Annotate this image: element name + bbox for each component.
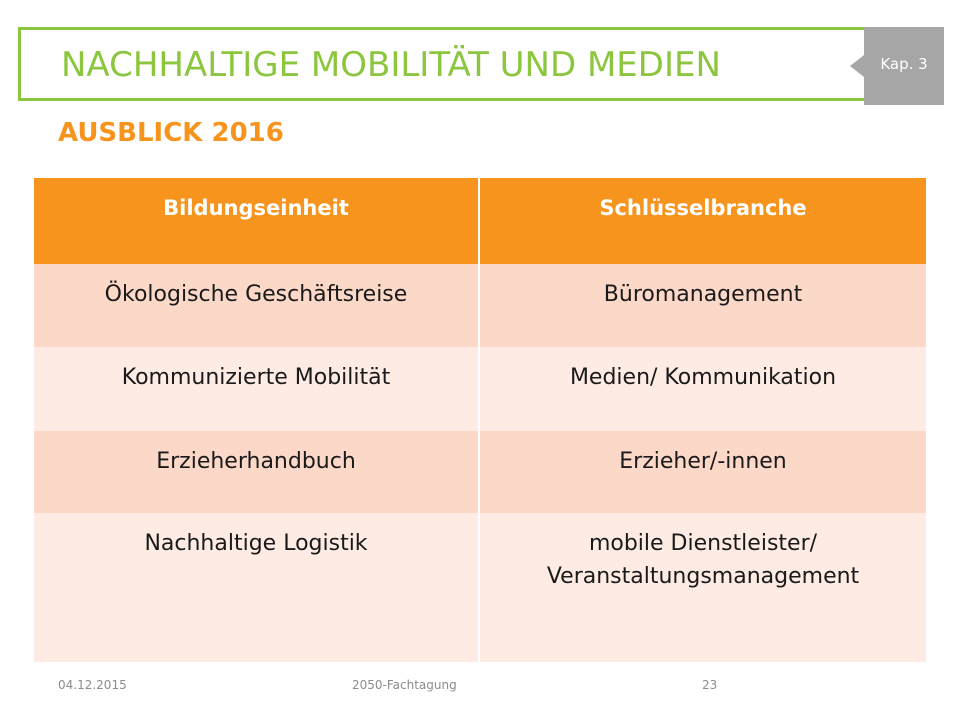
- chapter-tab: Kap. 3: [850, 27, 944, 105]
- table-header-row: Bildungseinheit Schlüsselbranche: [34, 178, 926, 264]
- table-cell-unit: Ökologische Geschäftsreise: [34, 264, 480, 347]
- slide-subtitle: AUSBLICK 2016: [58, 118, 284, 148]
- table-cell-unit: Kommunizierte Mobilität: [34, 347, 480, 431]
- table-row: Ökologische Geschäftsreise Büromanagemen…: [34, 264, 926, 347]
- table-cell-sector: Medien/ Kommunikation: [569, 365, 837, 390]
- table-row: Kommunizierte Mobilität Medien/ Kommunik…: [34, 347, 926, 431]
- chapter-tab-label: Kap. 3: [880, 55, 928, 73]
- units-table: Bildungseinheit Schlüsselbranche Ökologi…: [34, 178, 926, 662]
- table-cell-unit: Nachhaltige Logistik: [34, 513, 480, 662]
- table-cell-sector: Erzieher/-innen: [619, 449, 787, 474]
- table-cell-sector: mobile Dienstleister/ Veranstaltungsmana…: [546, 531, 860, 589]
- footer-page-number: 23: [702, 678, 718, 692]
- header-schluesselbranche: Schlüsselbranche: [599, 196, 807, 220]
- table-cell-sector: Büromanagement: [603, 282, 803, 307]
- header-bildungseinheit: Bildungseinheit: [34, 178, 480, 264]
- footer-date: 04.12.2015: [58, 678, 127, 692]
- table-cell-unit: Erzieherhandbuch: [34, 431, 480, 513]
- slide-title: NACHHALTIGE MOBILITÄT UND MEDIEN: [61, 45, 721, 85]
- table-row: Nachhaltige Logistik mobile Dienstleiste…: [34, 513, 926, 662]
- footer-event: 2050-Fachtagung: [352, 678, 457, 692]
- table-row: Erzieherhandbuch Erzieher/-innen: [34, 431, 926, 513]
- title-box: NACHHALTIGE MOBILITÄT UND MEDIEN: [18, 27, 872, 101]
